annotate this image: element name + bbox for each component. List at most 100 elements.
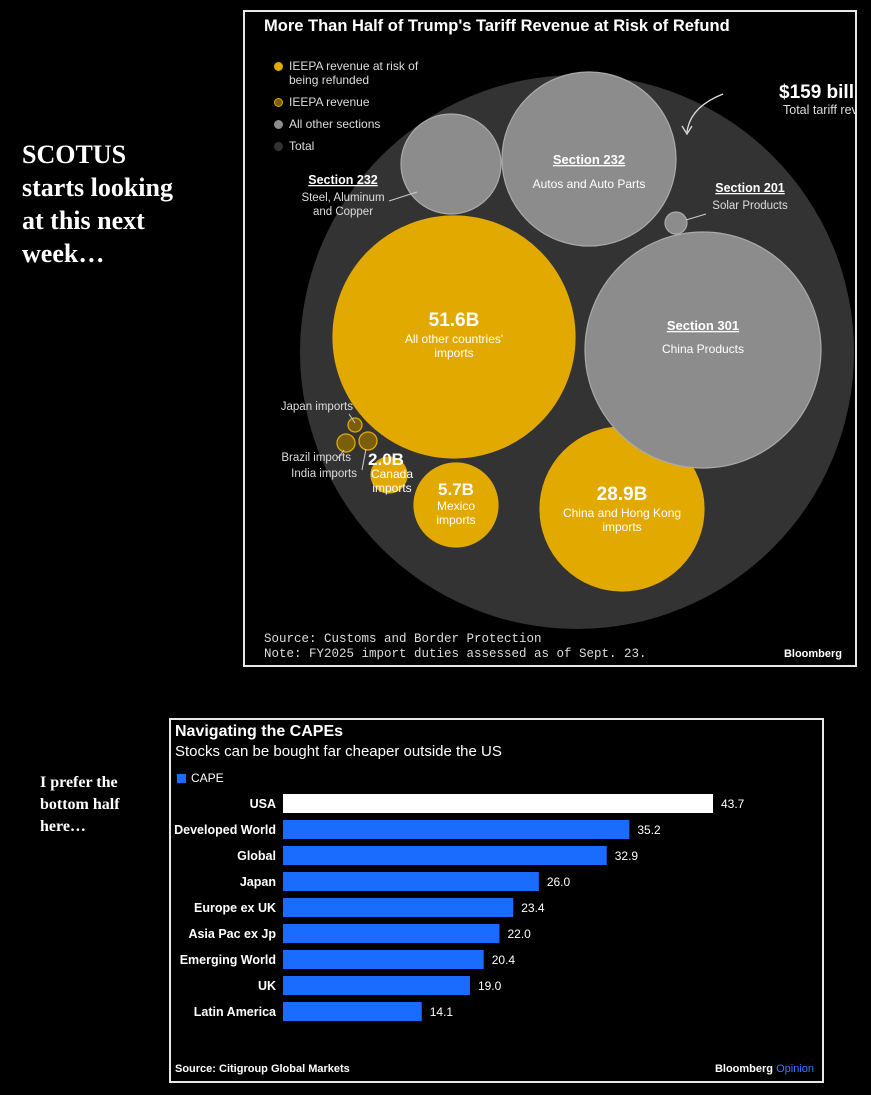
caption-top: SCOTUS starts looking at this next week…	[22, 140, 173, 268]
bubble-4	[347, 417, 363, 433]
annotation-leader	[361, 448, 367, 471]
bubble-label: imports	[434, 346, 473, 360]
bar-8	[283, 1002, 422, 1021]
value-label: 14.1	[430, 1005, 454, 1019]
chart-source: Source: Citigroup Global Markets	[175, 1063, 350, 1075]
legend-item-other: All other sections	[274, 117, 419, 131]
category-label: Asia Pac ex Jp	[188, 927, 276, 941]
category-label: Japan	[240, 875, 276, 889]
bubble-value-label: 2.0B	[368, 450, 404, 469]
legend-swatch	[274, 142, 283, 151]
legend-label: IEEPA revenue	[289, 95, 370, 109]
bloomberg-logo: Bloomberg	[783, 648, 842, 660]
bubble-label: China and Hong Kong	[563, 506, 681, 520]
value-label: 19.0	[478, 979, 502, 993]
bubble-10	[664, 211, 688, 235]
total-value-label: $159 billion	[779, 82, 855, 103]
category-label: Latin America	[194, 1005, 277, 1019]
legend-swatch	[274, 120, 283, 129]
value-label: 20.4	[492, 953, 516, 967]
bloomberg-opinion-logo: Bloomberg Opinion	[715, 1063, 814, 1075]
chart-title: More Than Half of Trump's Tariff Revenue…	[264, 17, 730, 35]
bar-2	[283, 846, 607, 865]
category-label: Emerging World	[180, 953, 276, 967]
brand-suffix: Opinion	[776, 1063, 814, 1075]
category-label: UK	[258, 979, 276, 993]
value-label: 23.4	[521, 901, 545, 915]
legend-item-total: Total	[274, 139, 419, 153]
bubble-3	[370, 456, 408, 494]
annotation-label: Solar Products	[712, 200, 788, 212]
bubble-9	[400, 113, 502, 215]
bubble-label: Autos and Auto Parts	[533, 177, 646, 191]
bar-legend: CAPE	[177, 771, 224, 785]
legend-item-ieepa: IEEPA revenue	[274, 95, 419, 109]
bubble-label: China Products	[662, 342, 744, 356]
bubble-label: Canada	[371, 467, 413, 481]
source-line: Source: Customs and Border Protection	[264, 632, 542, 646]
total-arrow	[686, 93, 724, 133]
legend-item-risk: IEEPA revenue at risk of being refunded	[274, 59, 419, 87]
bar-4	[283, 898, 514, 917]
bubble-value-label: 28.9B	[597, 484, 648, 505]
annotation-leader	[337, 449, 345, 459]
legend-swatch	[274, 98, 283, 107]
legend-label: CAPE	[191, 771, 224, 785]
legend-swatch	[274, 62, 283, 71]
bar-6	[283, 950, 484, 969]
bubble-label: Mexico	[437, 499, 475, 513]
bubble-value-label: 5.7B	[438, 480, 474, 499]
bubble-5	[336, 433, 356, 453]
note-line: Note: FY2025 import duties assessed as o…	[264, 647, 647, 661]
bar-5	[283, 924, 500, 943]
value-label: 22.0	[507, 927, 531, 941]
legend-label: All other sections	[289, 117, 381, 131]
category-label: Developed World	[174, 823, 276, 837]
caption-bottom: I prefer the bottom half here…	[40, 774, 120, 835]
brand-name: Bloomberg	[714, 1063, 774, 1075]
annotation-section: Section 201	[715, 181, 785, 195]
chart-source: Source: Customs and Border Protection No…	[264, 632, 647, 662]
total-arrow-head	[681, 125, 693, 136]
value-label: 32.9	[615, 849, 639, 863]
bubble-value-label: 51.6B	[429, 310, 480, 331]
bubble-8	[501, 71, 677, 247]
value-label: 35.2	[637, 823, 661, 837]
bubble-2	[413, 462, 499, 548]
bubble-label: imports	[436, 513, 475, 527]
tariff-bubble-chart: 51.6B All other countries' imports 28.9B Chi…	[243, 10, 857, 667]
annotation-label: Brazil imports	[281, 452, 351, 464]
category-label: USA	[250, 797, 276, 811]
bubble-0	[332, 215, 576, 459]
annotation-label: India imports	[291, 468, 357, 480]
bubble-section-label: Section 232	[553, 152, 625, 167]
category-label: Global	[237, 849, 276, 863]
annotation-leader	[685, 213, 707, 221]
annotation-section: Section 232	[308, 173, 378, 187]
total-caption: Total tariff revenue	[783, 103, 855, 117]
bar-chart-canvas: USA 43.7 Developed World 35.2 Global 32.9 Japa…	[174, 794, 745, 1021]
bubble-label: All other countries'	[405, 332, 503, 346]
bar-0	[283, 794, 713, 813]
bubble-label: imports	[372, 481, 411, 495]
legend-label: IEEPA revenue at risk of being refunded	[289, 59, 419, 87]
value-label: 43.7	[721, 797, 745, 811]
category-label: Europe ex UK	[194, 901, 276, 915]
chart-subtitle: Stocks can be bought far cheaper outside…	[175, 743, 502, 760]
bubble-label: imports	[602, 520, 641, 534]
annotation-leader	[388, 191, 418, 202]
value-label: 26.0	[547, 875, 571, 889]
legend-label: Total	[289, 139, 315, 153]
bubble-7	[584, 231, 822, 469]
bar-3	[283, 872, 539, 891]
cape-bar-chart: Navigating the CAPEs Stocks can be bough…	[169, 718, 824, 1083]
legend-swatch	[177, 773, 186, 783]
annotation-label: and Copper	[313, 206, 373, 218]
bubble-legend: IEEPA revenue at risk of being refunded …	[274, 59, 419, 161]
bar-1	[283, 820, 630, 839]
bubble-6	[358, 431, 378, 451]
bar-7	[283, 976, 470, 995]
annotation-label: Steel, Aluminum	[301, 192, 384, 204]
annotation-leader	[348, 413, 356, 424]
